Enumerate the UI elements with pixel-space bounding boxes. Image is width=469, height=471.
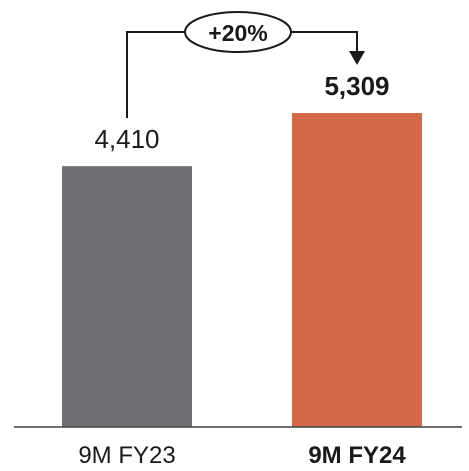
x-tick-label-9m-fy24: 9M FY24 bbox=[308, 442, 406, 469]
data-label-9m-fy23: 4,410 bbox=[94, 124, 159, 154]
bar-9m-fy23 bbox=[62, 166, 192, 428]
bars-group bbox=[62, 113, 422, 428]
growth-badge-ellipse bbox=[184, 11, 292, 53]
x-tick-label-9m-fy23: 9M FY23 bbox=[78, 442, 175, 469]
growth-annotation: +20% bbox=[126, 11, 365, 119]
bar-9m-fy24 bbox=[292, 113, 422, 427]
growth-badge-text: +20% bbox=[208, 20, 267, 46]
data-label-9m-fy24: 5,309 bbox=[324, 71, 389, 101]
growth-arrowhead bbox=[349, 51, 365, 65]
